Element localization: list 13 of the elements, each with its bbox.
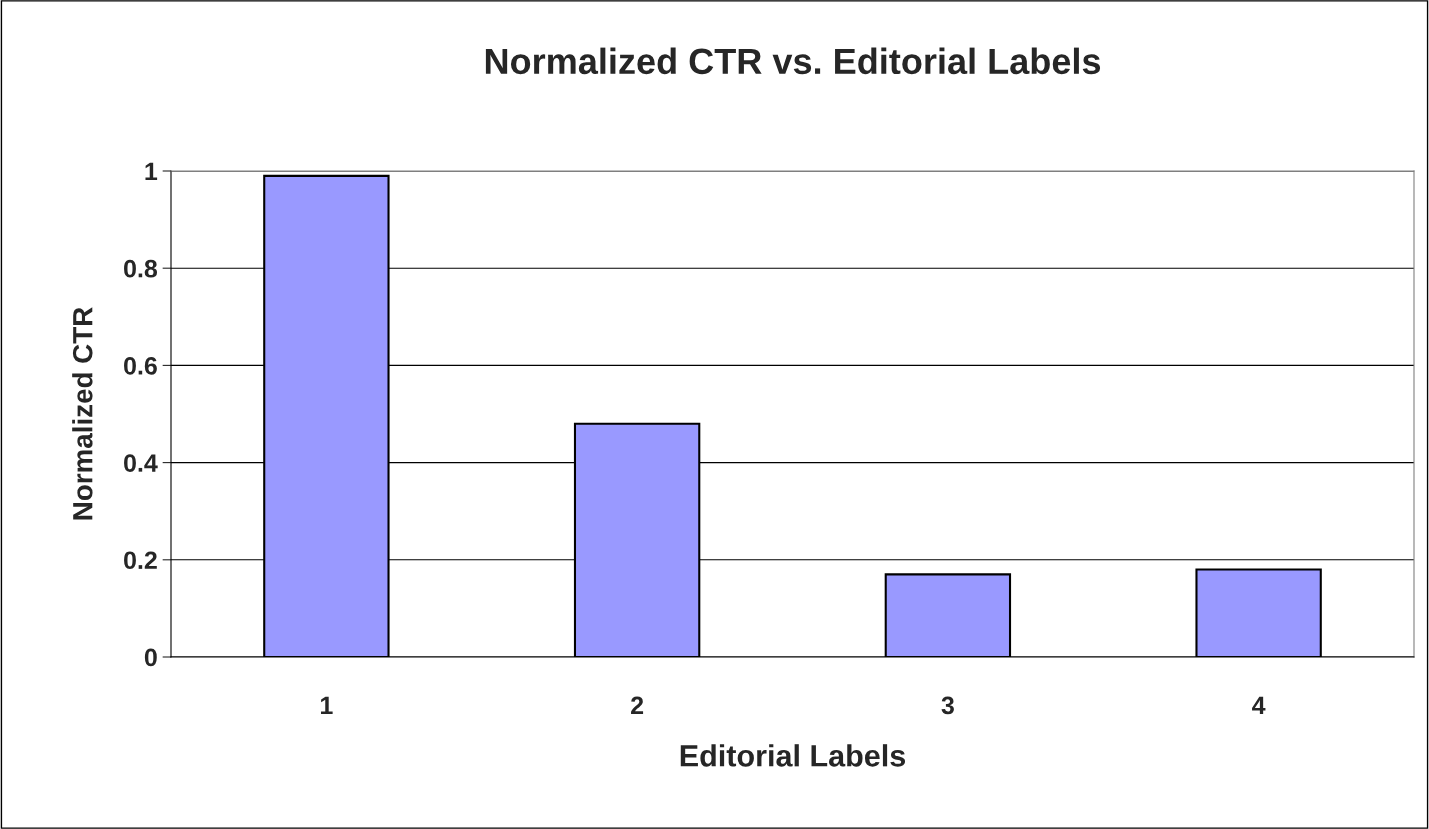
- x-tick-label: 3: [941, 696, 954, 715]
- x-axis-title: Editorial Labels: [680, 744, 906, 767]
- x-tick-label: 1: [321, 696, 333, 715]
- x-tick-label: 2: [631, 696, 644, 715]
- y-axis-title: Normalized CTR: [72, 307, 93, 520]
- y-tick-label: 0.8: [124, 259, 158, 278]
- y-tick-label: 0.2: [124, 551, 157, 570]
- y-tick-label: 0.6: [124, 357, 157, 375]
- y-tick-label: 0.4: [124, 454, 158, 472]
- x-tick-label: 4: [1252, 696, 1266, 715]
- y-tick-label: 0: [144, 648, 157, 667]
- y-tick-label: 1: [145, 162, 158, 181]
- chart-title: Normalized CTR vs. Editorial Labels: [485, 47, 1101, 75]
